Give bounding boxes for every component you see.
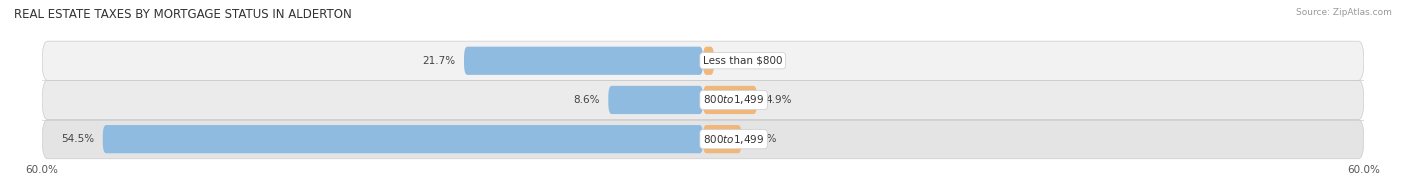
FancyBboxPatch shape	[609, 86, 703, 114]
FancyBboxPatch shape	[42, 41, 1364, 80]
FancyBboxPatch shape	[42, 120, 1364, 159]
Text: $800 to $1,499: $800 to $1,499	[703, 133, 765, 146]
FancyBboxPatch shape	[103, 125, 703, 153]
Text: 1.0%: 1.0%	[723, 56, 749, 66]
Text: 8.6%: 8.6%	[574, 95, 599, 105]
FancyBboxPatch shape	[703, 86, 756, 114]
Text: REAL ESTATE TAXES BY MORTGAGE STATUS IN ALDERTON: REAL ESTATE TAXES BY MORTGAGE STATUS IN …	[14, 8, 352, 21]
Text: Source: ZipAtlas.com: Source: ZipAtlas.com	[1296, 8, 1392, 17]
FancyBboxPatch shape	[703, 125, 741, 153]
Text: 3.5%: 3.5%	[751, 134, 778, 144]
FancyBboxPatch shape	[42, 80, 1364, 120]
Text: 21.7%: 21.7%	[422, 56, 456, 66]
Text: Less than $800: Less than $800	[703, 56, 783, 66]
Text: 54.5%: 54.5%	[60, 134, 94, 144]
FancyBboxPatch shape	[464, 47, 703, 75]
Text: 4.9%: 4.9%	[766, 95, 792, 105]
Text: $800 to $1,499: $800 to $1,499	[703, 93, 765, 106]
FancyBboxPatch shape	[703, 47, 714, 75]
